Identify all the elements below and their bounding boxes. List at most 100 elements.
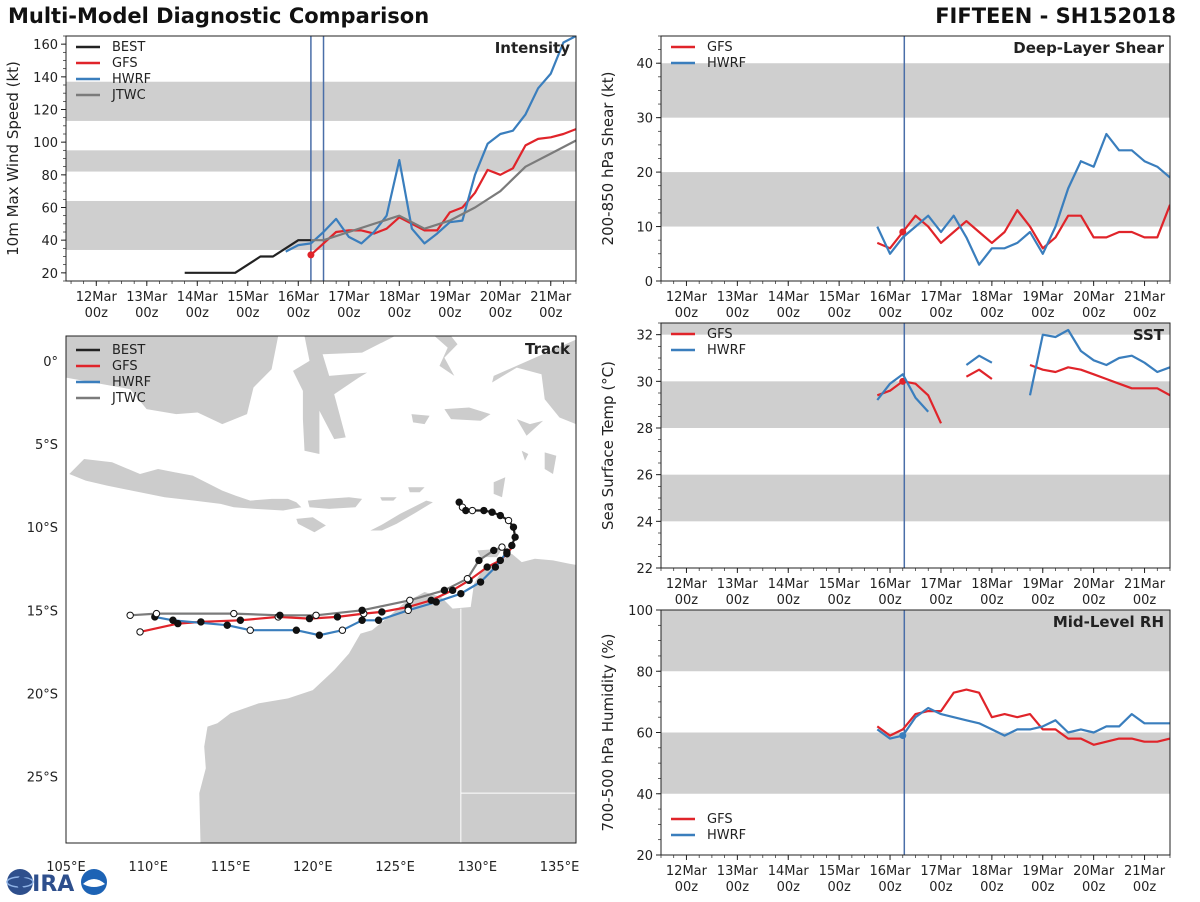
x-tick-label-hour: 00z xyxy=(777,880,801,895)
x-tick-label-hour: 00z xyxy=(827,306,851,321)
x-tick-label-day: 13Mar xyxy=(126,290,168,305)
shaded-band xyxy=(661,381,1170,428)
track-point-best xyxy=(468,506,477,515)
y-tick-label: 80 xyxy=(41,169,58,184)
x-tick-label-hour: 00z xyxy=(1031,880,1055,895)
y-tick-label: 160 xyxy=(33,38,58,53)
series-line-hwrf xyxy=(285,36,576,253)
y-tick-label: 140 xyxy=(33,71,58,86)
x-tick-label-day: 17Mar xyxy=(920,290,962,305)
track-point-jtwc xyxy=(406,596,414,605)
x-tick-label-day: 16Mar xyxy=(870,577,912,592)
legend-label: BEST xyxy=(112,40,145,55)
x-tick-label-hour: 00z xyxy=(980,880,1004,895)
track-point-hwrf xyxy=(223,621,231,629)
legend-label: JTWC xyxy=(111,88,146,103)
shaded-band xyxy=(661,323,1170,335)
track-point-jtwc xyxy=(440,586,449,595)
java-land xyxy=(69,459,302,511)
series-line-gfs xyxy=(876,688,1170,746)
y-tick-label: 40 xyxy=(41,234,58,249)
panel-title: Intensity xyxy=(495,39,571,57)
x-tick-label-day: 15Mar xyxy=(819,290,861,305)
panel-rh: 2040608010012Mar00z13Mar00z14Mar00z15Mar… xyxy=(599,604,1171,895)
x-tick-label-hour: 00z xyxy=(777,593,801,608)
timor-land xyxy=(370,500,433,531)
y-tick-label: 60 xyxy=(41,202,58,217)
panel-sst: 22242628303212Mar00z13Mar00z14Mar00z15Ma… xyxy=(599,322,1171,608)
track-point-hwrf xyxy=(374,616,383,624)
track-point-gfs xyxy=(483,563,491,571)
track-point-jtwc xyxy=(463,574,472,583)
track-point-hwrf xyxy=(169,616,177,624)
y-tick-label: 20 xyxy=(636,849,653,864)
x-tick-label-day: 21Mar xyxy=(1124,864,1166,879)
x-tick-label-day: 17Mar xyxy=(328,290,370,305)
analysis-point xyxy=(899,228,907,236)
chart-title: Multi-Model Diagnostic Comparison xyxy=(8,4,430,28)
y-tick-label: 20 xyxy=(41,267,58,282)
x-tick-label-hour: 00z xyxy=(135,306,159,321)
y-tick-label: 22 xyxy=(636,562,653,577)
x-tick-label-hour: 00z xyxy=(1133,306,1157,321)
x-tick-label-day: 19Mar xyxy=(1022,577,1064,592)
legend-label: HWRF xyxy=(112,72,151,87)
sumba-land xyxy=(296,517,326,533)
x-tick-label-hour: 00z xyxy=(878,593,902,608)
x-tick-label-day: 15Mar xyxy=(227,290,269,305)
globe-icon xyxy=(7,869,33,895)
halmahera-land xyxy=(434,336,458,376)
y-tick-label: 10 xyxy=(636,221,653,236)
sulawesi-land xyxy=(293,336,395,454)
series-line-best xyxy=(184,239,311,274)
x-tick-label-day: 16Mar xyxy=(870,290,912,305)
x-tick-label-day: 16Mar xyxy=(278,290,320,305)
x-tick-label-day: 14Mar xyxy=(768,290,810,305)
shaded-band xyxy=(661,474,1170,522)
series-group xyxy=(876,688,1170,746)
legend-label: GFS xyxy=(707,812,733,827)
x-tick-label-hour: 00z xyxy=(186,306,210,321)
legend-label: GFS xyxy=(112,56,138,71)
x-tick-label-hour: 00z xyxy=(337,306,361,321)
legend-label: HWRF xyxy=(707,56,746,71)
lat-tick-label: 10°S xyxy=(27,521,58,536)
borneo-land xyxy=(66,336,279,425)
tanimbar-land xyxy=(493,477,506,498)
track-point-gfs xyxy=(136,628,144,636)
lat-tick-label: 25°S xyxy=(27,771,58,786)
x-tick-label-hour: 00z xyxy=(675,306,699,321)
lon-tick-label: 125°E xyxy=(375,860,415,875)
lon-tick-label: 105°E xyxy=(46,860,86,875)
tracks-group xyxy=(126,498,519,639)
panel-title: Mid-Level RH xyxy=(1053,613,1164,631)
x-tick-label-hour: 00z xyxy=(929,306,953,321)
legend-label: HWRF xyxy=(707,343,746,358)
series-line-hwrf xyxy=(1028,328,1170,396)
shaded-band xyxy=(661,63,1170,118)
x-tick-label-day: 14Mar xyxy=(768,864,810,879)
track-point-best xyxy=(508,541,516,550)
x-tick-label-hour: 00z xyxy=(1133,593,1157,608)
y-tick-label: 30 xyxy=(636,375,653,390)
lon-tick-label: 110°E xyxy=(128,860,168,875)
track-point-jtwc xyxy=(475,556,483,565)
x-tick-label-hour: 00z xyxy=(878,880,902,895)
track-point-hwrf xyxy=(476,578,485,586)
kei-land xyxy=(521,450,529,461)
legend-label: GFS xyxy=(112,359,138,374)
x-tick-label-hour: 00z xyxy=(827,880,851,895)
x-tick-label-day: 16Mar xyxy=(870,864,912,879)
x-tick-label-hour: 00z xyxy=(287,306,311,321)
series-line-gfs xyxy=(876,204,1170,250)
x-tick-label-hour: 00z xyxy=(1082,306,1106,321)
legend-label: HWRF xyxy=(707,828,746,843)
track-point-best xyxy=(480,506,488,515)
track-point-jtwc xyxy=(490,546,498,555)
series-line-jtwc xyxy=(310,139,576,242)
y-tick-label: 24 xyxy=(636,515,653,530)
x-tick-label-day: 12Mar xyxy=(666,864,708,879)
track-point-hwrf xyxy=(246,626,254,634)
lon-tick-label: 120°E xyxy=(293,860,333,875)
panel-intensity: 2040608010012014016012Mar00z13Mar00z14Ma… xyxy=(4,35,577,321)
